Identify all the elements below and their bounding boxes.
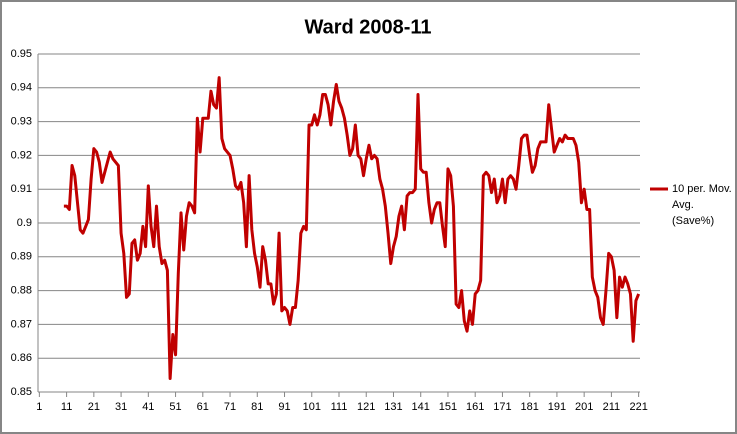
x-tick-label: 21 [88,401,100,413]
x-tick-label: 101 [303,401,321,413]
y-tick-label: 0.87 [11,318,32,330]
data-line [63,76,641,380]
x-tick-label: 131 [384,401,402,413]
x-tick-label: 81 [251,401,263,413]
x-tick-label: 111 [331,401,348,413]
x-tick-label: 221 [629,401,647,413]
y-tick-label: 0.86 [11,352,32,364]
x-tick-label: 171 [493,401,511,413]
x-tick-label: 181 [520,401,538,413]
x-tick-label: 141 [412,401,430,413]
x-tick-label: 71 [224,401,236,413]
x-tick-label: 41 [142,401,154,413]
x-tick-label: 1 [36,401,42,413]
y-tick-label: 0.88 [11,285,32,297]
x-tick-label: 61 [197,401,209,413]
x-tick-label: 211 [603,401,621,413]
y-tick-label: 0.93 [11,116,32,128]
y-tick-label: 0.89 [11,251,32,263]
x-tick-label: 31 [115,401,127,413]
x-tick-label: 191 [548,401,566,413]
x-tick-label: 91 [278,401,290,413]
y-tick-label: 0.92 [11,149,32,161]
legend-label: 10 per. Mov. Avg. (Save%) [672,183,732,227]
x-tick-label: 51 [169,401,181,413]
x-tick-label: 201 [575,401,593,413]
y-tick-label: 0.91 [11,183,32,195]
x-tick-label: 11 [61,401,72,413]
x-tick-label: 151 [439,401,457,413]
x-tick-label: 121 [357,401,375,413]
y-tick-label: 0.85 [11,386,32,398]
y-tick-label: 0.94 [11,82,32,94]
y-tick-label: 0.95 [11,48,32,60]
y-tick-label: 0.9 [17,217,32,229]
x-tick-label: 161 [466,401,484,413]
chart-title: Ward 2008-11 [304,16,431,38]
